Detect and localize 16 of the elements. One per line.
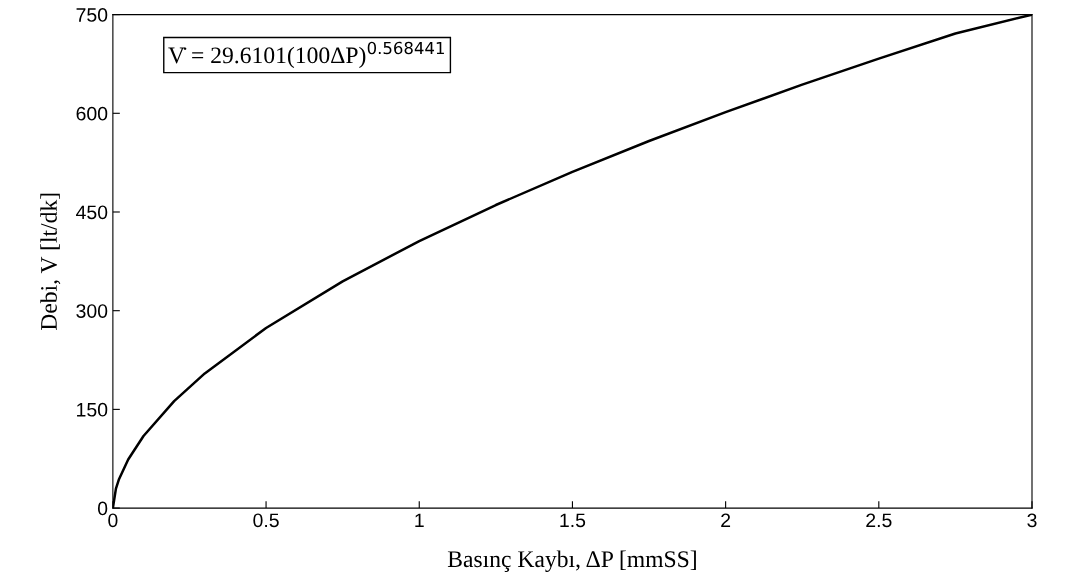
y-tick-label: 150	[77, 402, 108, 417]
annotation: V̇ = 29.6101(100ΔP)$^{0.568441}$	[168, 41, 444, 69]
x-tick-label: 0	[108, 513, 118, 528]
y-tick-label: 300	[76, 304, 108, 318]
x-tick-label: 2.5	[866, 513, 892, 528]
x-tick-label: 3	[1027, 513, 1037, 528]
x-tick-label: 0.5	[253, 513, 279, 528]
x-tick-label: 2	[721, 513, 731, 528]
y-tick-label: 750	[76, 8, 108, 22]
y-axis-title: Debi, V [lt/dk]	[40, 193, 61, 331]
y-tick-label: 0	[97, 501, 108, 516]
x-tick-label: 1.5	[560, 513, 586, 528]
x-tick-label: 1	[415, 513, 424, 528]
y-tick-label: 600	[76, 106, 108, 121]
y-tick-label: 450	[76, 205, 108, 220]
x-axis-title: Basınç Kaybı, ΔP [mmSS]	[447, 550, 696, 572]
